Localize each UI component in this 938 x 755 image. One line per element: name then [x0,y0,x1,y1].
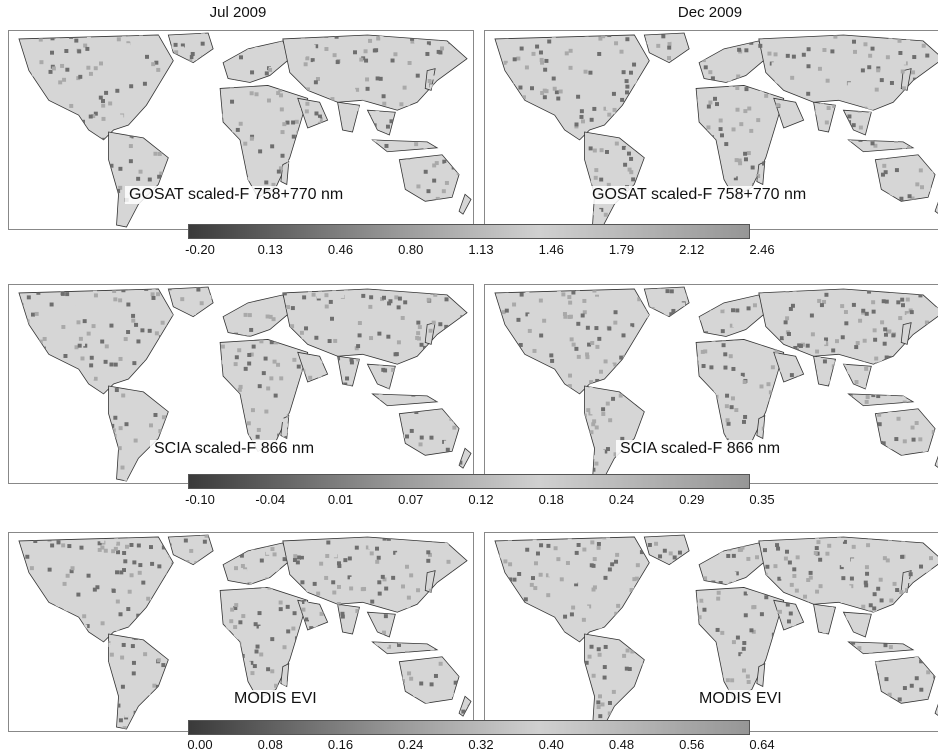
colorbar-tick-label: 0.24 [608,492,635,507]
colorbar-tick-label: 0.07 [398,492,424,507]
japan-landmass [900,68,912,91]
world-map [18,286,472,482]
colorbar-tick-label: 0.35 [749,492,775,507]
colorbar-tick-label: 0.80 [398,242,424,257]
new-zealand-landmass [458,695,472,717]
map-panel-gosat-dec [484,30,938,230]
africa-landmass [695,587,785,700]
colorbar-gosat [188,224,750,239]
japan-landmass [424,570,436,593]
colorbar-tick-label: 0.29 [679,492,705,507]
panel-label-modis-jul: MODIS EVI [230,690,321,708]
colorbar-tick-label: 1.79 [608,242,635,257]
india-landmass [337,355,360,387]
north-america-landmass [494,536,650,643]
indonesia-landmass [371,139,439,153]
new-zealand-landmass [458,193,472,215]
world-map [494,534,938,730]
new-zealand-landmass [458,447,472,469]
world-map [494,286,938,482]
colorbar-tick-label: 0.46 [327,242,354,257]
south-america-landmass [108,633,169,730]
panel-label-scia-jul: SCIA scaled-F 866 nm [150,440,319,458]
arabia-landmass [773,97,805,129]
panel-label-gosat-jul: GOSAT scaled-F 758+770 nm [125,186,348,204]
europe-landmass [698,294,767,337]
column-title-dec: Dec 2009 [677,4,743,21]
world-map [494,32,938,228]
colorbar-tick-label: -0.20 [185,242,215,257]
colorbar-tick-label: 0.24 [398,737,424,752]
colorbar-tick-label: -0.04 [255,492,286,507]
colorbar-tick-label: 0.18 [538,492,564,507]
europe-landmass [222,542,291,585]
new-zealand-landmass [934,201,938,214]
australia-landmass [398,154,460,202]
colorbar-tick-label: 0.00 [187,737,213,752]
north-america-landmass [18,34,174,141]
colorbar-tick-label: 0.12 [468,492,494,507]
europe-landmass [698,40,767,83]
colorbar-tick-label: 2.46 [749,242,775,257]
asia-landmass [758,536,938,613]
colorbar-tick-label: 1.13 [468,242,494,257]
india-landmass [813,603,836,635]
colorbar-tick-label: 0.64 [749,737,775,752]
se-asia-landmass [842,109,872,136]
south-america-landmass [108,385,169,482]
colorbar-tick-label: 0.32 [468,737,494,752]
new-zealand-landmass [934,455,938,468]
colorbar-modis [188,720,750,735]
panel-label-modis-dec: MODIS EVI [695,690,786,708]
japan-landmass [900,322,912,345]
map-panel-scia-jul [8,284,474,484]
africa-landmass [219,339,309,452]
colorbar-tick-label: 0.01 [327,492,354,507]
india-landmass [337,101,360,133]
madagascar-landmass [756,663,766,688]
indonesia-landmass [371,393,439,407]
colorbar-tick-label: 0.16 [327,737,354,752]
greenland-landmass [643,32,690,64]
asia-landmass [282,536,468,613]
africa-landmass [695,339,785,452]
asia-landmass [758,288,938,365]
map-panel-gosat-jul [8,30,474,230]
colorbar-tick-label: -0.10 [185,492,215,507]
colorbar-tick-label: 0.08 [257,737,283,752]
greenland-landmass [643,286,690,318]
madagascar-landmass [280,663,290,688]
colorbar-tick-label: 0.40 [538,737,564,752]
se-asia-landmass [366,611,396,638]
colorbar-tick-label: 0.56 [679,737,705,752]
colorbar-tick-label: 0.48 [608,737,635,752]
australia-landmass [398,408,460,456]
greenland-landmass [167,286,214,318]
indonesia-landmass [847,139,915,153]
colorbar-scia [188,474,750,489]
asia-landmass [282,34,468,111]
se-asia-landmass [842,611,872,638]
india-landmass [337,603,360,635]
se-asia-landmass [366,109,396,136]
europe-landmass [222,40,291,83]
colorbar-tick-label: 2.12 [679,242,705,257]
colorbar-tick-label: 1.46 [538,242,564,257]
indonesia-landmass [847,393,915,407]
australia-landmass [398,656,460,704]
madagascar-landmass [756,415,766,440]
europe-landmass [222,294,291,337]
panel-label-scia-dec: SCIA scaled-F 866 nm [616,440,785,458]
column-title-jul: Jul 2009 [209,4,267,21]
new-zealand-landmass [934,703,938,716]
panel-label-gosat-dec: GOSAT scaled-F 758+770 nm [588,186,811,204]
australia-landmass [874,154,936,202]
australia-landmass [874,656,936,704]
colorbar-tick-label: 0.13 [257,242,283,257]
india-landmass [813,355,836,387]
